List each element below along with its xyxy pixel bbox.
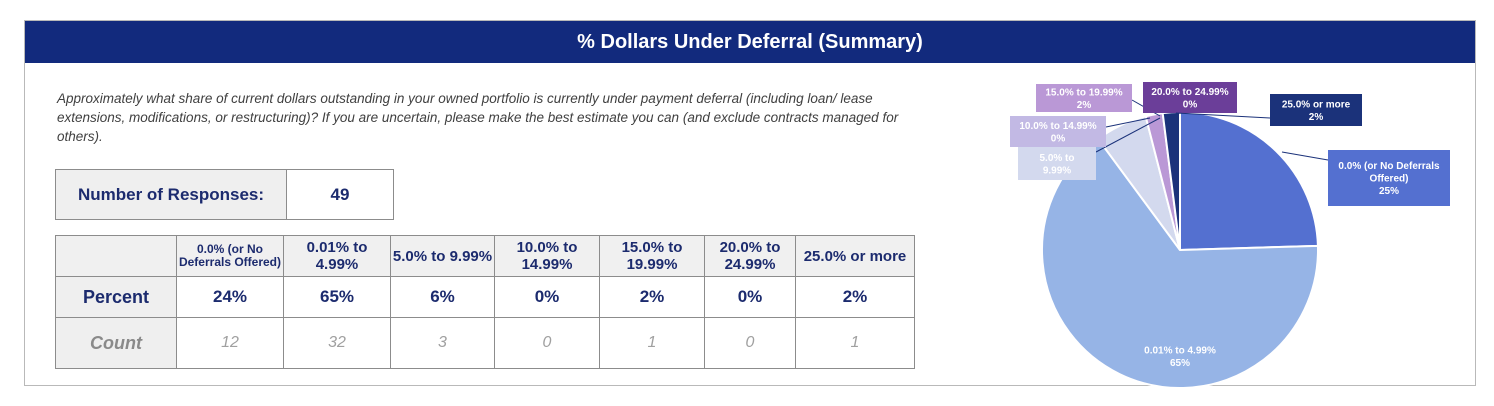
count-cell: 1	[599, 317, 705, 369]
leader-line	[1175, 112, 1271, 119]
table-corner	[55, 235, 177, 277]
table-row: Count 12 32 3 0 1 0 1	[55, 317, 915, 369]
data-label: 10.0% to 14.99% 0%	[1019, 121, 1096, 145]
category-header: 20.0% to 24.99%	[704, 235, 796, 277]
category-header: 15.0% to 19.99%	[599, 235, 705, 277]
data-label-box	[1036, 84, 1132, 112]
category-header: 25.0% or more	[795, 235, 915, 277]
count-cell: 1	[795, 317, 915, 369]
category-header: 0.0% (or No Deferrals Offered)	[176, 235, 284, 277]
data-label-box	[1143, 82, 1237, 113]
data-label: 0.0% (or No Deferrals Offered) 25%	[1338, 161, 1440, 197]
percent-row-label: Percent	[55, 276, 177, 318]
pie-slice	[1179, 110, 1319, 252]
leader-line	[1281, 151, 1329, 161]
count-cell: 0	[494, 317, 600, 369]
data-label-box	[1018, 147, 1096, 180]
data-label-box	[1010, 116, 1106, 147]
percent-cell: 2%	[599, 276, 705, 318]
count-row-label: Count	[55, 317, 177, 369]
data-label: 25.0% or more 2%	[1282, 99, 1351, 123]
percent-cell: 0%	[494, 276, 600, 318]
count-cell: 0	[704, 317, 796, 369]
survey-question: Approximately what share of current doll…	[57, 91, 899, 144]
data-label: 5.0% to 9.99%	[1039, 153, 1074, 177]
summary-panel: % Dollars Under Deferral (Summary) Appro…	[24, 20, 1476, 386]
leader-line	[1095, 117, 1161, 153]
distribution-table: 0.0% (or No Deferrals Offered) 0.01% to …	[55, 235, 915, 369]
table-header-row: 0.0% (or No Deferrals Offered) 0.01% to …	[55, 235, 915, 277]
category-header: 10.0% to 14.99%	[494, 235, 600, 277]
leader-line	[1105, 117, 1151, 128]
data-label: 20.0% to 24.99% 0%	[1151, 87, 1228, 111]
responses-label: Number of Responses:	[55, 169, 287, 220]
data-label-box	[1328, 150, 1450, 206]
category-header: 5.0% to 9.99%	[390, 235, 495, 277]
responses-table: Number of Responses: 49	[55, 169, 394, 220]
table-row: Percent 24% 65% 6% 0% 2% 0% 2%	[55, 276, 915, 318]
percent-cell: 24%	[176, 276, 284, 318]
data-label: 15.0% to 19.99% 2%	[1045, 87, 1122, 111]
data-label: 0.01% to 4.99% 65%	[1144, 345, 1216, 369]
data-label-box	[1270, 94, 1362, 126]
pie-slice	[1041, 137, 1319, 389]
responses-value: 49	[286, 169, 394, 220]
page-title: % Dollars Under Deferral (Summary)	[25, 21, 1475, 63]
percent-cell: 2%	[795, 276, 915, 318]
